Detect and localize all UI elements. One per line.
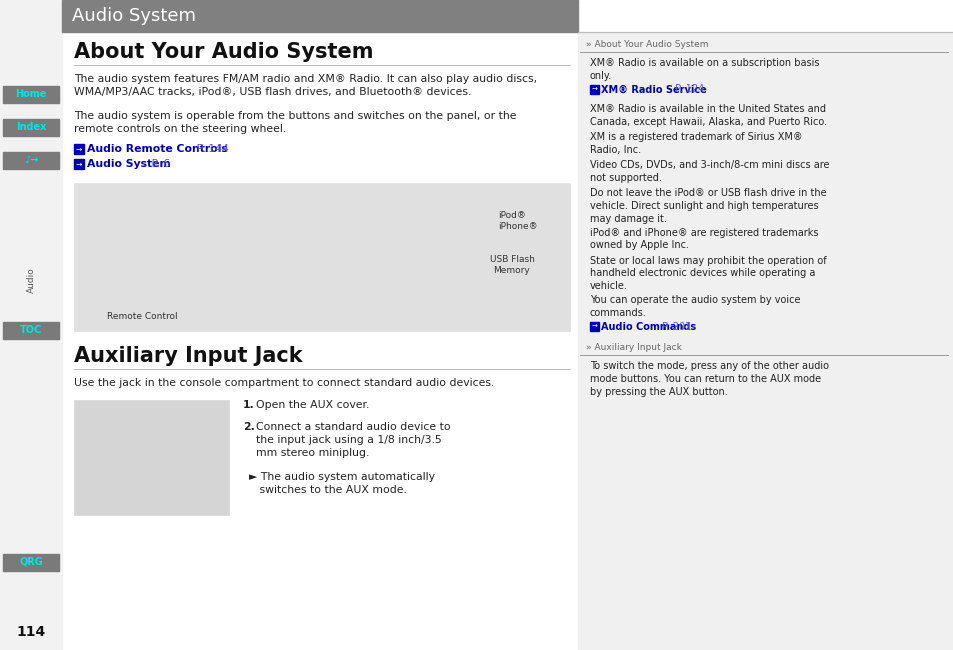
Text: →: →	[75, 159, 82, 168]
Bar	[62, 0, 578, 32]
Text: QRG: QRG	[19, 557, 43, 567]
Text: Index: Index	[16, 122, 46, 132]
Text: 114: 114	[16, 625, 46, 639]
Bar	[589, 85, 598, 94]
Text: Audio: Audio	[27, 267, 35, 293]
Text: The audio system is operable from the buttons and switches on the panel, or the
: The audio system is operable from the bu…	[74, 111, 516, 134]
Text: XM® Radio Service: XM® Radio Service	[600, 84, 706, 94]
Text: USB Flash
Memory: USB Flash Memory	[489, 255, 534, 275]
Bar	[3, 554, 59, 571]
Bar	[578, 32, 953, 650]
Text: 2.: 2.	[243, 422, 254, 432]
Text: 1.: 1.	[243, 400, 254, 410]
Text: →: →	[591, 324, 597, 330]
Text: To switch the mode, press any of the other audio
mode buttons. You can return to: To switch the mode, press any of the oth…	[589, 361, 828, 396]
Bar	[74, 400, 229, 515]
Text: Home: Home	[15, 89, 47, 99]
Text: Audio Remote Controls: Audio Remote Controls	[87, 144, 228, 154]
Text: Audio System: Audio System	[87, 159, 171, 169]
Text: State or local laws may prohibit the operation of
handheld electronic devices wh: State or local laws may prohibit the ope…	[589, 255, 825, 291]
Text: » Auxiliary Input Jack: » Auxiliary Input Jack	[585, 343, 681, 352]
Text: XM is a registered trademark of Sirius XM®
Radio, Inc.: XM is a registered trademark of Sirius X…	[589, 132, 801, 155]
Text: Video CDs, DVDs, and 3-inch/8-cm mini discs are
not supported.: Video CDs, DVDs, and 3-inch/8-cm mini di…	[589, 160, 828, 183]
Bar	[74, 183, 569, 331]
Text: Do not leave the iPod® or USB flash drive in the
vehicle. Direct sunlight and hi: Do not leave the iPod® or USB flash driv…	[589, 188, 825, 224]
Text: TOC: TOC	[20, 325, 42, 335]
Text: iPod®
iPhone®: iPod® iPhone®	[497, 211, 537, 231]
Text: Auxiliary Input Jack: Auxiliary Input Jack	[74, 346, 302, 366]
Text: You can operate the audio system by voice
commands.: You can operate the audio system by voic…	[589, 295, 800, 318]
Text: Audio Commands: Audio Commands	[600, 322, 696, 332]
Bar	[3, 151, 59, 168]
Text: →: →	[75, 144, 82, 153]
Text: Audio System: Audio System	[71, 7, 195, 25]
Text: XM® Radio is available on a subscription basis
only.: XM® Radio is available on a subscription…	[589, 58, 819, 81]
Text: P. 124: P. 124	[671, 84, 703, 94]
Text: » About Your Audio System: » About Your Audio System	[585, 40, 708, 49]
Text: About Your Audio System: About Your Audio System	[74, 42, 374, 62]
Text: The audio system features FM/AM radio and XM® Radio. It can also play audio disc: The audio system features FM/AM radio an…	[74, 74, 537, 98]
Bar	[3, 322, 59, 339]
Bar	[3, 118, 59, 135]
Text: P. 6: P. 6	[148, 159, 170, 169]
Text: →: →	[591, 86, 597, 92]
Text: Connect a standard audio device to
the input jack using a 1/8 inch/3.5
mm stereo: Connect a standard audio device to the i…	[255, 422, 450, 458]
Bar	[0, 0, 62, 650]
Text: Remote Control: Remote Control	[107, 312, 177, 321]
Text: XM® Radio is available in the United States and
Canada, except Hawaii, Alaska, a: XM® Radio is available in the United Sta…	[589, 104, 826, 127]
Text: ► The audio system automatically
   switches to the AUX mode.: ► The audio system automatically switche…	[249, 471, 435, 495]
Text: P. 201: P. 201	[659, 322, 691, 332]
Text: Open the AUX cover.: Open the AUX cover.	[255, 400, 369, 410]
Text: iPod® and iPhone® are registered trademarks
owned by Apple Inc.: iPod® and iPhone® are registered tradema…	[589, 227, 818, 250]
Text: ♪→: ♪→	[24, 155, 38, 165]
Bar	[589, 322, 598, 331]
Bar	[3, 86, 59, 103]
Bar	[74, 159, 84, 169]
Bar	[74, 144, 84, 154]
Text: P. 144: P. 144	[193, 144, 229, 154]
Text: Use the jack in the console compartment to connect standard audio devices.: Use the jack in the console compartment …	[74, 378, 494, 388]
